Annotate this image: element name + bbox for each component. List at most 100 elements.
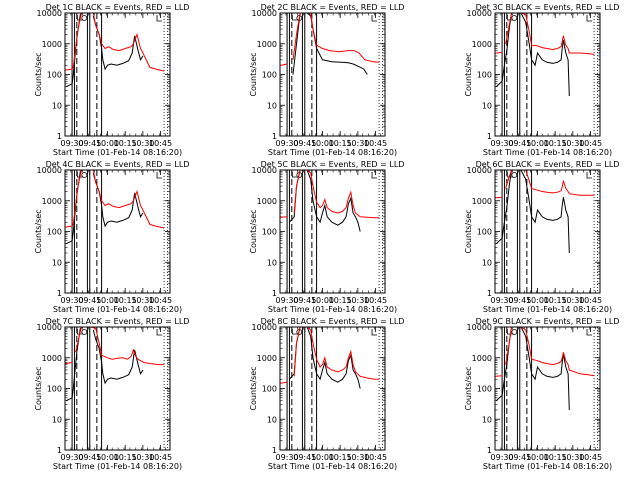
- series-line-lld: [505, 327, 517, 365]
- y-tick-label: 1000: [42, 197, 62, 206]
- x-tick-label: 10:30: [346, 296, 369, 305]
- y-tick-label: 10000: [467, 9, 492, 18]
- y-tick-label: 1000: [257, 197, 277, 206]
- chart-panel-1: Det 1C BLACK = Events, RED = LLD 1 10 100 10…: [34, 3, 189, 157]
- x-tick-label: 09:30: [61, 296, 84, 305]
- chart-title: Det 4C BLACK = Events, RED = LLD: [46, 160, 190, 169]
- chart-title: Det 5C BLACK = Events, RED = LLD: [261, 160, 405, 169]
- x-axis-label: Start Time (01-Feb-14 08:16:20): [53, 305, 182, 314]
- series-line-lld: [280, 216, 288, 218]
- x-tick-label: 09:30: [491, 453, 514, 462]
- x-axis-label: Start Time (01-Feb-14 08:16:20): [53, 462, 182, 471]
- x-tick-label: 10:45: [149, 296, 172, 305]
- bracket-marker: [506, 15, 514, 21]
- circle-marker: [81, 172, 88, 178]
- y-tick-label: 1: [272, 446, 277, 455]
- y-axis-label: Counts/sec: [464, 366, 473, 410]
- y-tick-label: 1: [272, 289, 277, 298]
- y-tick-label: 10: [482, 101, 492, 110]
- bracket-marker: [291, 329, 299, 335]
- x-tick-label: 10:30: [131, 453, 154, 462]
- bracket-marker: [76, 172, 84, 178]
- bracket-marker: [156, 329, 163, 336]
- plot-frame: [279, 12, 386, 137]
- y-tick-label: 10000: [467, 166, 492, 175]
- bracket-marker: [371, 172, 378, 179]
- bracket-marker: [156, 15, 163, 22]
- chart-title: Det 2C BLACK = Events, RED = LLD: [261, 3, 405, 12]
- x-axis-label: Start Time (01-Feb-14 08:16:20): [268, 305, 397, 314]
- chart-panel-5: Det 5C BLACK = Events, RED = LLD 1 10 100 10…: [249, 160, 404, 314]
- series-line-lld: [521, 170, 595, 196]
- y-tick-label: 1000: [42, 40, 62, 49]
- x-tick-label: 10:00: [96, 453, 119, 462]
- plot-frame: [64, 169, 171, 294]
- y-axis-label: Counts/sec: [34, 366, 43, 410]
- x-tick-label: 10:45: [579, 139, 602, 148]
- y-tick-label: 10000: [252, 323, 277, 332]
- plot-frame: [64, 12, 171, 137]
- y-tick-label: 10000: [37, 166, 62, 175]
- x-tick-label: 09:45: [293, 139, 316, 148]
- y-tick-label: 100: [262, 228, 277, 237]
- y-tick-label: 1: [57, 132, 62, 141]
- y-tick-label: 10: [52, 415, 62, 424]
- y-tick-label: 10000: [252, 9, 277, 18]
- x-tick-label: 09:30: [276, 453, 299, 462]
- y-tick-label: 1: [57, 289, 62, 298]
- circle-marker: [81, 329, 88, 335]
- y-tick-label: 1000: [472, 354, 492, 363]
- y-tick-label: 10000: [37, 323, 62, 332]
- series-line-events: [520, 13, 570, 97]
- series-line-lld: [495, 52, 503, 54]
- series-line-events: [520, 170, 570, 254]
- x-tick-label: 09:30: [491, 296, 514, 305]
- bracket-marker: [76, 15, 84, 21]
- series-line-events: [495, 327, 517, 402]
- chart-title: Det 1C BLACK = Events, RED = LLD: [46, 3, 190, 12]
- series-line-lld: [90, 327, 165, 366]
- x-axis-label: Start Time (01-Feb-14 08:16:20): [483, 148, 612, 157]
- plot-frame: [494, 12, 601, 137]
- x-tick-label: 10:00: [96, 139, 119, 148]
- x-tick-label: 10:15: [544, 296, 567, 305]
- x-tick-label: 10:00: [526, 139, 549, 148]
- bracket-marker: [586, 329, 593, 336]
- x-tick-label: 10:30: [346, 453, 369, 462]
- y-tick-label: 100: [47, 228, 62, 237]
- x-tick-label: 10:45: [579, 296, 602, 305]
- x-axis-label: Start Time (01-Feb-14 08:16:20): [483, 462, 612, 471]
- y-tick-label: 10: [52, 258, 62, 267]
- x-tick-label: 09:45: [293, 296, 316, 305]
- y-axis-label: Counts/sec: [464, 52, 473, 96]
- y-tick-label: 10: [52, 101, 62, 110]
- chart-panel-4: Det 4C BLACK = Events, RED = LLD 1 10 100 10…: [34, 160, 189, 314]
- series-line-lld: [280, 381, 288, 384]
- series-line-lld: [65, 170, 86, 228]
- plot-frame: [279, 169, 386, 294]
- y-tick-label: 10: [267, 258, 277, 267]
- x-tick-label: 10:45: [364, 453, 387, 462]
- y-tick-label: 10000: [467, 323, 492, 332]
- bracket-marker: [76, 329, 84, 335]
- series-line-lld: [65, 13, 86, 71]
- chart-title: Det 9C BLACK = Events, RED = LLD: [476, 317, 620, 326]
- x-tick-label: 09:45: [78, 453, 101, 462]
- y-tick-label: 1000: [257, 354, 277, 363]
- series-line-events: [304, 13, 368, 75]
- y-tick-label: 100: [477, 385, 492, 394]
- x-tick-label: 10:15: [544, 453, 567, 462]
- y-tick-label: 1: [487, 289, 492, 298]
- x-axis-label: Start Time (01-Feb-14 08:16:20): [268, 462, 397, 471]
- x-axis-label: Start Time (01-Feb-14 08:16:20): [53, 148, 182, 157]
- series-line-lld: [495, 375, 503, 378]
- y-tick-label: 10: [267, 415, 277, 424]
- series-line-lld: [75, 327, 87, 353]
- y-tick-label: 100: [47, 385, 62, 394]
- x-tick-label: 10:30: [561, 453, 584, 462]
- x-tick-label: 10:45: [364, 139, 387, 148]
- x-tick-label: 10:45: [149, 139, 172, 148]
- chart-title: Det 8C BLACK = Events, RED = LLD: [261, 317, 405, 326]
- x-tick-label: 10:30: [131, 296, 154, 305]
- y-tick-label: 10000: [37, 9, 62, 18]
